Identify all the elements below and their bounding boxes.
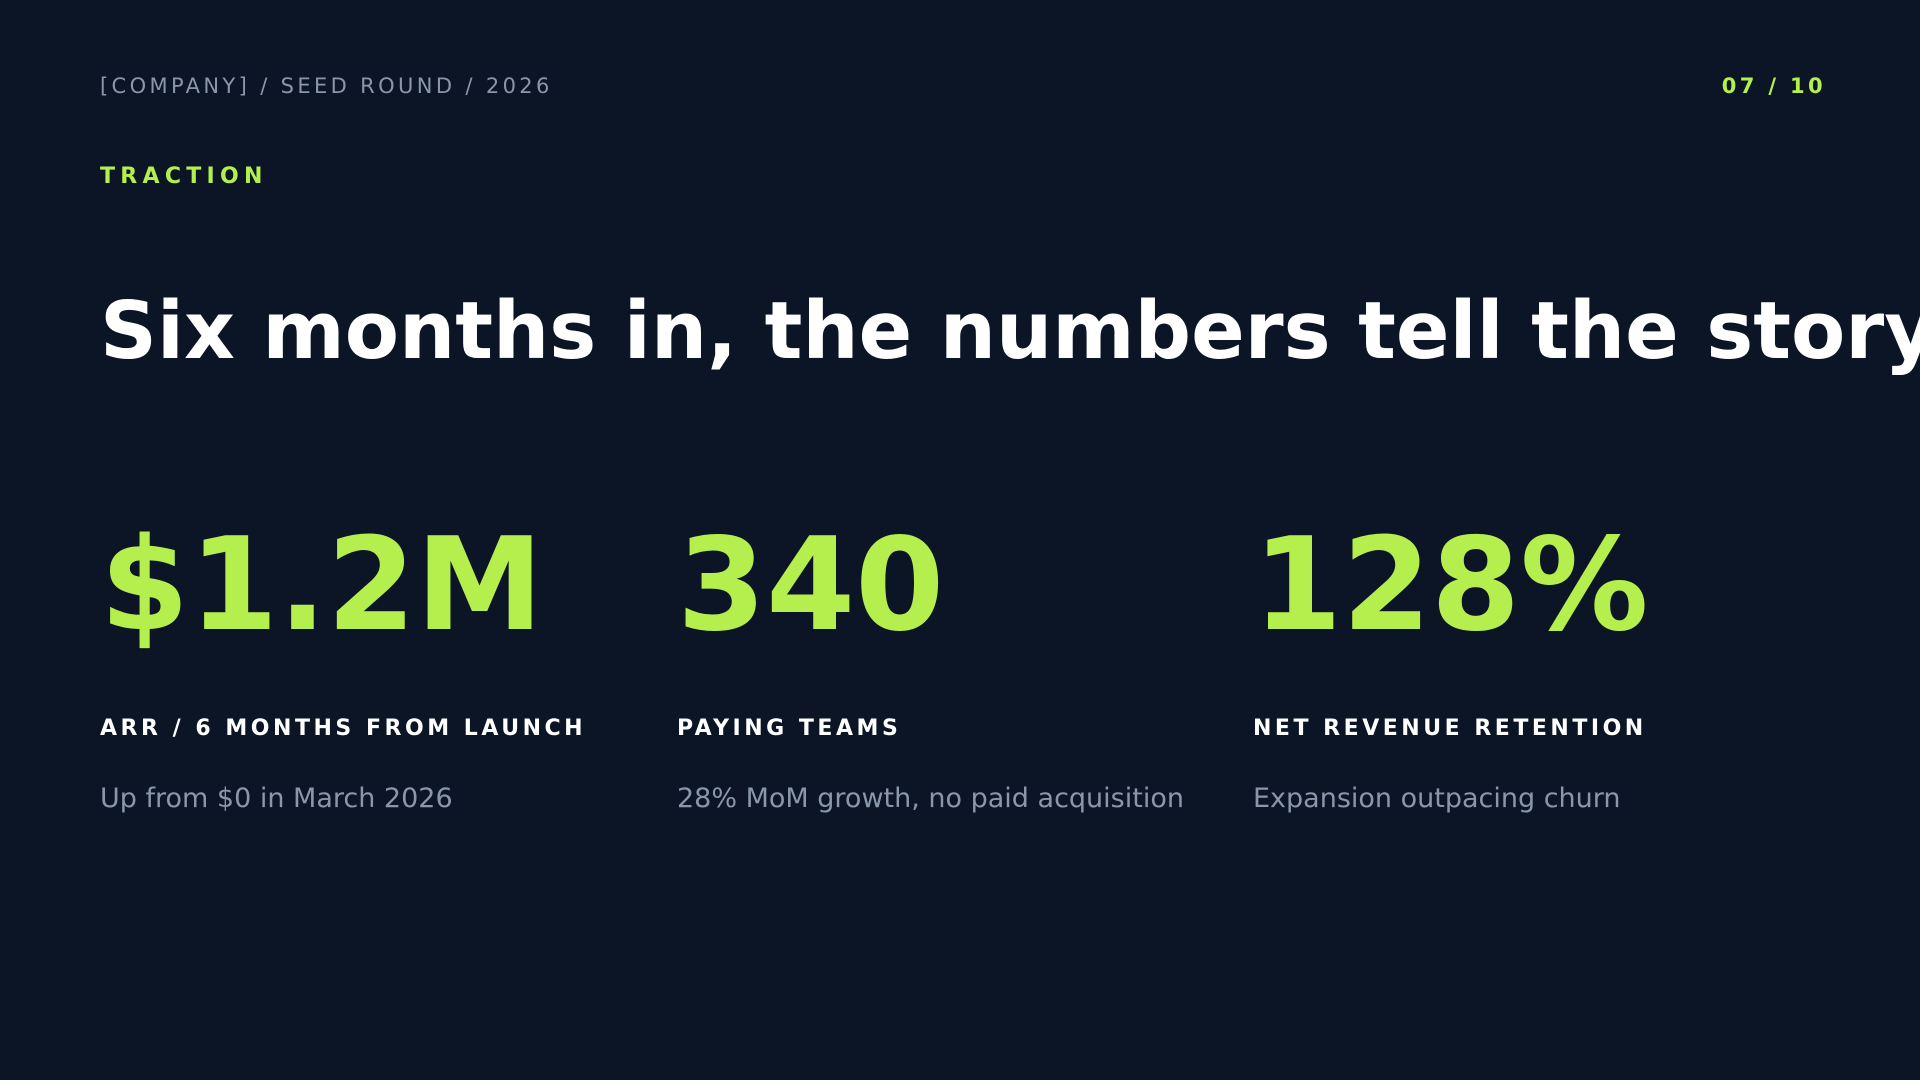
stat-label: PAYING TEAMS bbox=[677, 716, 902, 741]
stat-value: 340 bbox=[677, 511, 945, 660]
page-number: 07 / 10 bbox=[1721, 74, 1826, 98]
stat-label: ARR / 6 MONTHS FROM LAUNCH bbox=[100, 716, 587, 741]
stat-note: Up from $0 in March 2026 bbox=[100, 783, 453, 814]
stat-value: $1.2M bbox=[100, 511, 544, 660]
section-label: TRACTION bbox=[100, 164, 268, 189]
stat-label: NET REVENUE RETENTION bbox=[1253, 716, 1647, 741]
stat-value: 128% bbox=[1253, 511, 1649, 660]
stat-note: 28% MoM growth, no paid acquisition bbox=[677, 783, 1184, 814]
breadcrumb: [COMPANY] / SEED ROUND / 2026 bbox=[100, 74, 553, 98]
headline: Six months in, the numbers tell the stor… bbox=[100, 285, 1920, 377]
stat-note: Expansion outpacing churn bbox=[1253, 783, 1621, 814]
